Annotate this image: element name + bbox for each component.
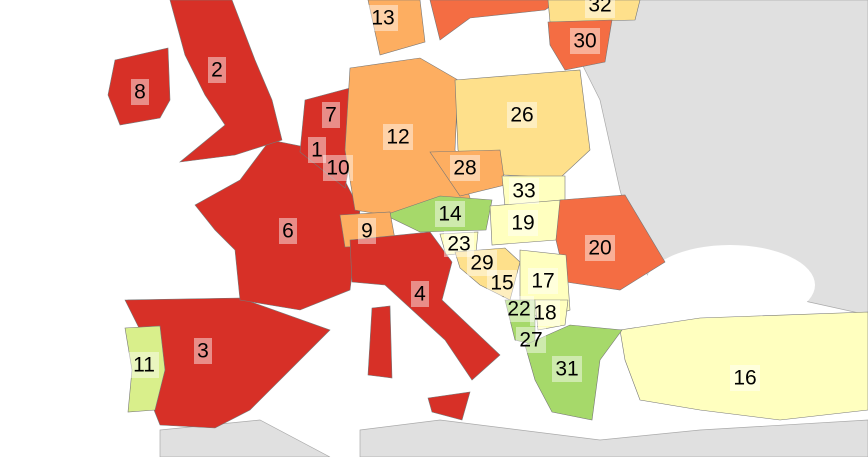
label-box [131,79,149,105]
label-box [279,218,297,244]
label-box [323,155,353,181]
rank-label: 14 [438,203,462,226]
label-box [444,231,474,257]
label-box [730,365,760,391]
sicily [427,391,471,421]
rank-label: 2 [211,59,223,82]
rank-label: 17 [531,270,554,293]
rank-label: 7 [325,104,337,127]
rank-label: 3 [197,340,209,363]
macedonia [534,299,569,331]
rank-label: 8 [134,81,146,104]
uk [169,0,283,163]
rank-label: 33 [512,180,535,203]
rank-label: 22 [507,298,530,321]
label-box [508,210,538,236]
label-box [322,102,340,128]
romania [555,194,666,291]
label-box [570,28,600,54]
label-box [129,352,159,378]
label-box [368,5,398,31]
france [194,139,361,311]
label-box [507,102,537,128]
rank-label: 4 [414,283,426,306]
rank-label: 27 [519,329,542,352]
rank-label: 26 [510,104,533,127]
africa-east [359,419,868,457]
sweden [429,0,561,41]
label-box [509,178,539,204]
rank-label: 30 [573,30,596,53]
latvia [547,0,641,23]
label-box [358,218,376,244]
rank-label: 16 [733,367,756,390]
rank-label: 28 [453,157,476,180]
sardinia [367,305,393,379]
label-box [383,124,413,150]
italy [349,231,501,381]
rank-label: 19 [511,212,534,235]
label-box [194,338,212,364]
label-box [435,201,465,227]
label-box [411,281,429,307]
rank-label: 23 [447,233,470,256]
rank-label: 10 [326,157,349,180]
countries [107,0,868,429]
black-sea [645,245,815,325]
label-box [467,250,497,276]
rank-label: 1 [311,139,323,162]
label-box [208,57,226,83]
rank-label: 29 [470,252,493,275]
denmark [367,0,426,56]
rank-label: 12 [386,126,409,149]
label-box [308,137,326,163]
rank-label: 32 [588,0,611,17]
label-box [585,0,615,18]
label-box [450,155,480,181]
rank-label: 20 [588,237,611,260]
label-box [487,270,517,296]
rank-label: 6 [282,220,294,243]
rank-label: 11 [133,354,155,377]
rank-label: 15 [490,272,513,295]
rank-label: 31 [555,358,578,381]
portugal [124,325,166,413]
turkey [619,311,868,421]
label-box [528,268,558,294]
label-box [552,356,582,382]
label-box [530,300,560,326]
label-box [516,327,546,353]
africa [159,419,331,457]
rank-label: 9 [361,220,373,243]
lithuania [547,19,613,71]
ireland [107,47,171,126]
rank-label: 13 [371,7,394,30]
greece [524,324,623,421]
rank-label: 18 [533,302,556,325]
label-box [504,296,534,322]
label-box [585,235,615,261]
austria [384,195,493,233]
